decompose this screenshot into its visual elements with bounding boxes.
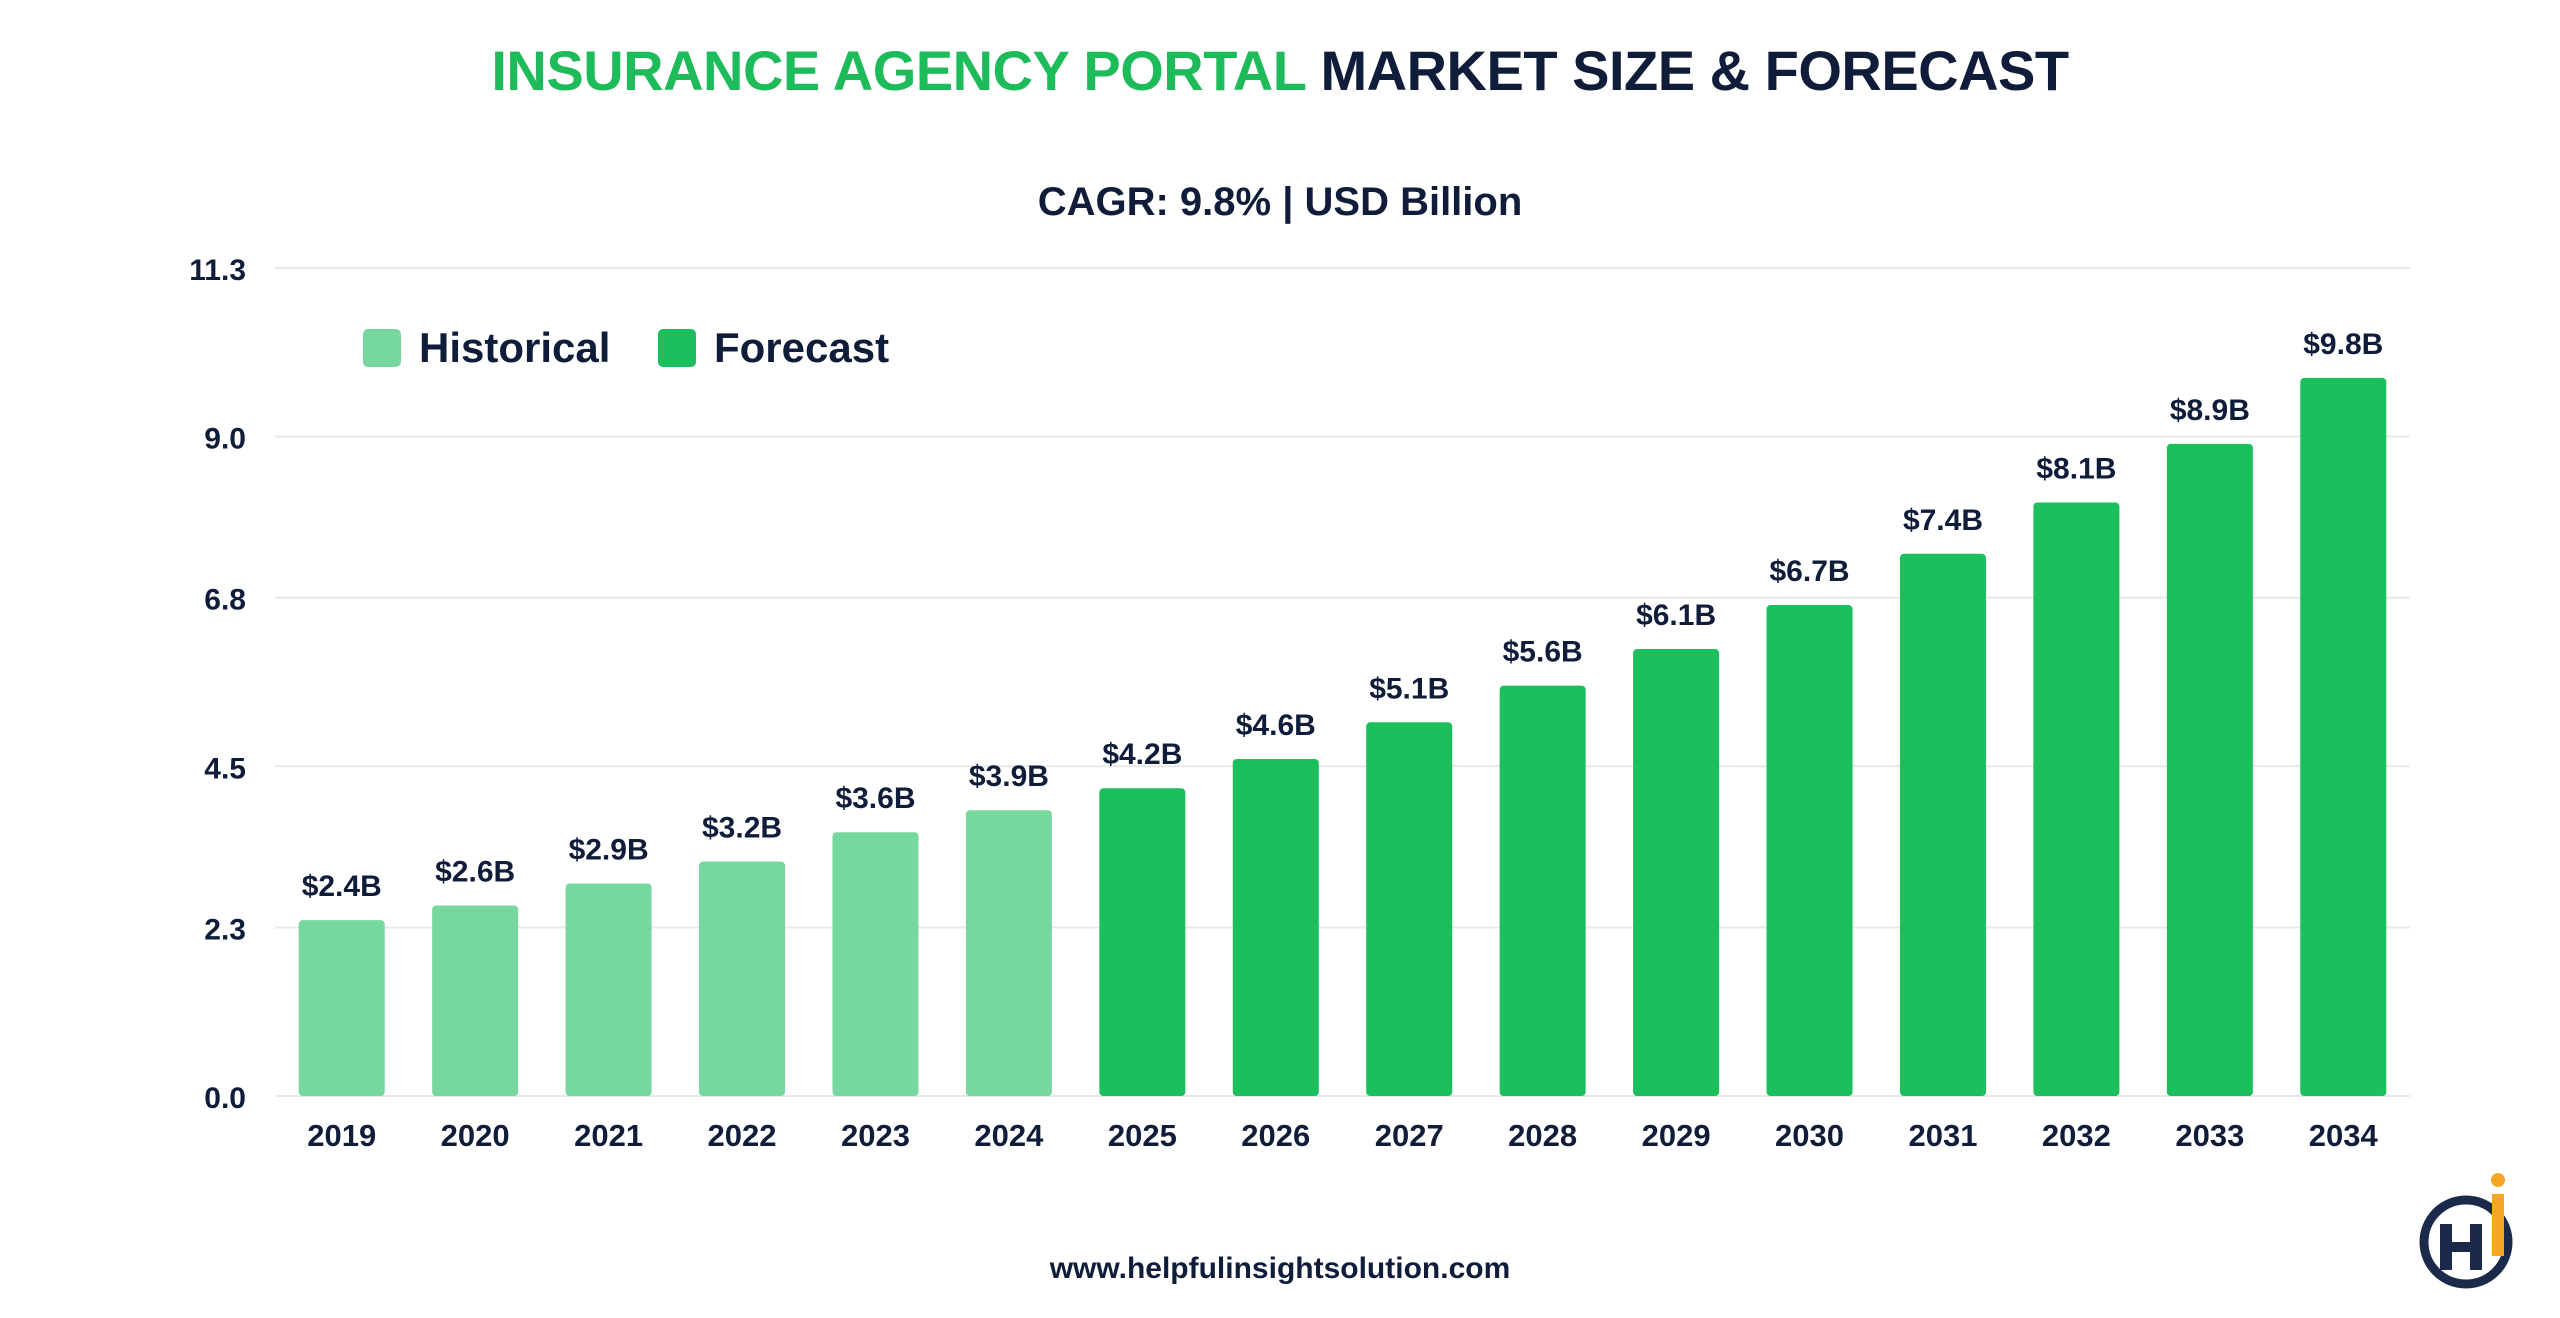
y-tick-label: 11.3 — [189, 254, 246, 287]
x-tick-label: 2021 — [574, 1118, 643, 1153]
brand-logo-icon — [2418, 1164, 2518, 1299]
bar-2020 — [432, 905, 519, 1096]
bar-2031 — [1899, 553, 1986, 1096]
y-tick-label: 2.3 — [204, 913, 246, 946]
bar-2023 — [832, 832, 919, 1096]
x-tick-label: 2031 — [1908, 1118, 1977, 1153]
x-tick-label: 2026 — [1241, 1118, 1310, 1153]
data-label: $7.4B — [1903, 504, 1983, 537]
data-label: $5.6B — [1503, 636, 1583, 669]
data-label: $9.8B — [2303, 328, 2383, 361]
data-label: $3.9B — [969, 760, 1049, 793]
x-tick-label: 2019 — [307, 1118, 376, 1153]
chart-subtitle: CAGR: 9.8% | USD Billion — [1038, 180, 1523, 224]
bar-2026 — [1232, 758, 1319, 1096]
bar-2019 — [298, 920, 385, 1096]
data-label: $2.6B — [435, 855, 515, 888]
x-tick-label: 2034 — [2309, 1118, 2379, 1153]
bar-2032 — [2033, 502, 2120, 1096]
data-label: $5.1B — [1369, 672, 1449, 705]
bar-2033 — [2166, 443, 2253, 1096]
title-highlight: INSURANCE AGENCY PORTAL — [491, 39, 1306, 102]
chart-title: INSURANCE AGENCY PORTAL MARKET SIZE & FO… — [0, 38, 2560, 103]
data-label: $3.6B — [835, 782, 915, 815]
bar-2022 — [699, 861, 786, 1096]
x-tick-label: 2025 — [1108, 1118, 1177, 1153]
data-label: $2.4B — [302, 870, 382, 903]
bar-2027 — [1366, 722, 1453, 1096]
bar-2024 — [965, 810, 1052, 1096]
x-tick-label: 2028 — [1508, 1118, 1577, 1153]
y-tick-label: 9.0 — [204, 423, 246, 456]
x-tick-label: 2030 — [1775, 1118, 1844, 1153]
data-label: $6.1B — [1636, 599, 1716, 632]
title-rest: MARKET SIZE & FORECAST — [1320, 39, 2070, 102]
legend-label: Forecast — [714, 324, 889, 371]
bar-2028 — [1499, 685, 1586, 1096]
x-tick-label: 2029 — [1642, 1118, 1711, 1153]
y-tick-label: 6.8 — [204, 584, 246, 617]
legend-swatch — [658, 329, 696, 367]
data-label: $2.9B — [569, 834, 649, 867]
data-label: $3.2B — [702, 812, 782, 845]
y-tick-label: 4.5 — [204, 752, 246, 785]
bar-2025 — [1099, 788, 1186, 1096]
bar-2034 — [2300, 377, 2387, 1096]
legend-label: Historical — [419, 324, 610, 371]
data-label: $8.1B — [2036, 452, 2116, 485]
x-tick-label: 2022 — [708, 1118, 777, 1153]
x-tick-label: 2032 — [2042, 1118, 2111, 1153]
data-label: $6.7B — [1770, 555, 1850, 588]
x-tick-label: 2027 — [1375, 1118, 1444, 1153]
bar-2021 — [565, 883, 652, 1096]
legend-swatch — [363, 329, 401, 367]
x-tick-label: 2020 — [441, 1118, 510, 1153]
bar-2029 — [1633, 649, 1720, 1096]
x-tick-label: 2033 — [2175, 1118, 2244, 1153]
data-label: $8.9B — [2170, 394, 2250, 427]
x-tick-label: 2023 — [841, 1118, 910, 1153]
x-tick-label: 2024 — [974, 1118, 1044, 1153]
footer-url: www.helpfulinsightsolution.com — [1049, 1252, 1511, 1285]
bar-2030 — [1766, 605, 1853, 1096]
data-label: $4.2B — [1102, 738, 1182, 771]
y-tick-label: 0.0 — [204, 1082, 246, 1115]
data-label: $4.6B — [1236, 709, 1316, 742]
